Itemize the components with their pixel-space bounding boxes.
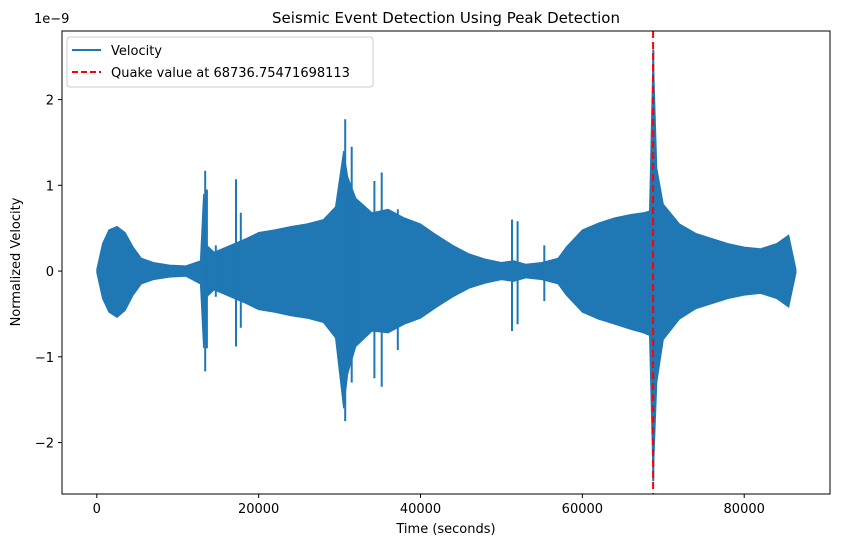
x-axis: 0 20000 40000 60000 80000 xyxy=(93,494,765,517)
plot-frame xyxy=(61,30,831,495)
legend-box xyxy=(66,36,374,88)
legend: Velocity Quake value at 68736.7547169811… xyxy=(66,36,374,88)
legend-velocity-label: Velocity xyxy=(111,44,162,59)
x-tick-label: 0 xyxy=(93,502,101,517)
y-offset-label: 1e−9 xyxy=(34,12,69,27)
legend-quake-label: Quake value at 68736.75471698113 xyxy=(111,66,350,81)
y-tick-label: 0 xyxy=(46,265,54,280)
y-tick-label: 1 xyxy=(46,179,54,194)
x-axis-label: Time (seconds) xyxy=(395,522,495,537)
x-tick-label: 60000 xyxy=(562,502,603,517)
y-axis: −2 −1 0 1 2 xyxy=(35,94,62,452)
plot-area xyxy=(96,31,797,494)
y-tick-label: 2 xyxy=(46,94,54,109)
y-axis-label: Normalized Velocity xyxy=(9,197,24,326)
velocity-envelope xyxy=(96,48,797,482)
chart-title: Seismic Event Detection Using Peak Detec… xyxy=(272,9,620,27)
x-tick-label: 40000 xyxy=(400,502,441,517)
x-tick-label: 80000 xyxy=(724,502,765,517)
y-tick-label: −1 xyxy=(35,351,54,366)
y-tick-label: −2 xyxy=(35,437,54,452)
x-tick-label: 20000 xyxy=(238,502,279,517)
